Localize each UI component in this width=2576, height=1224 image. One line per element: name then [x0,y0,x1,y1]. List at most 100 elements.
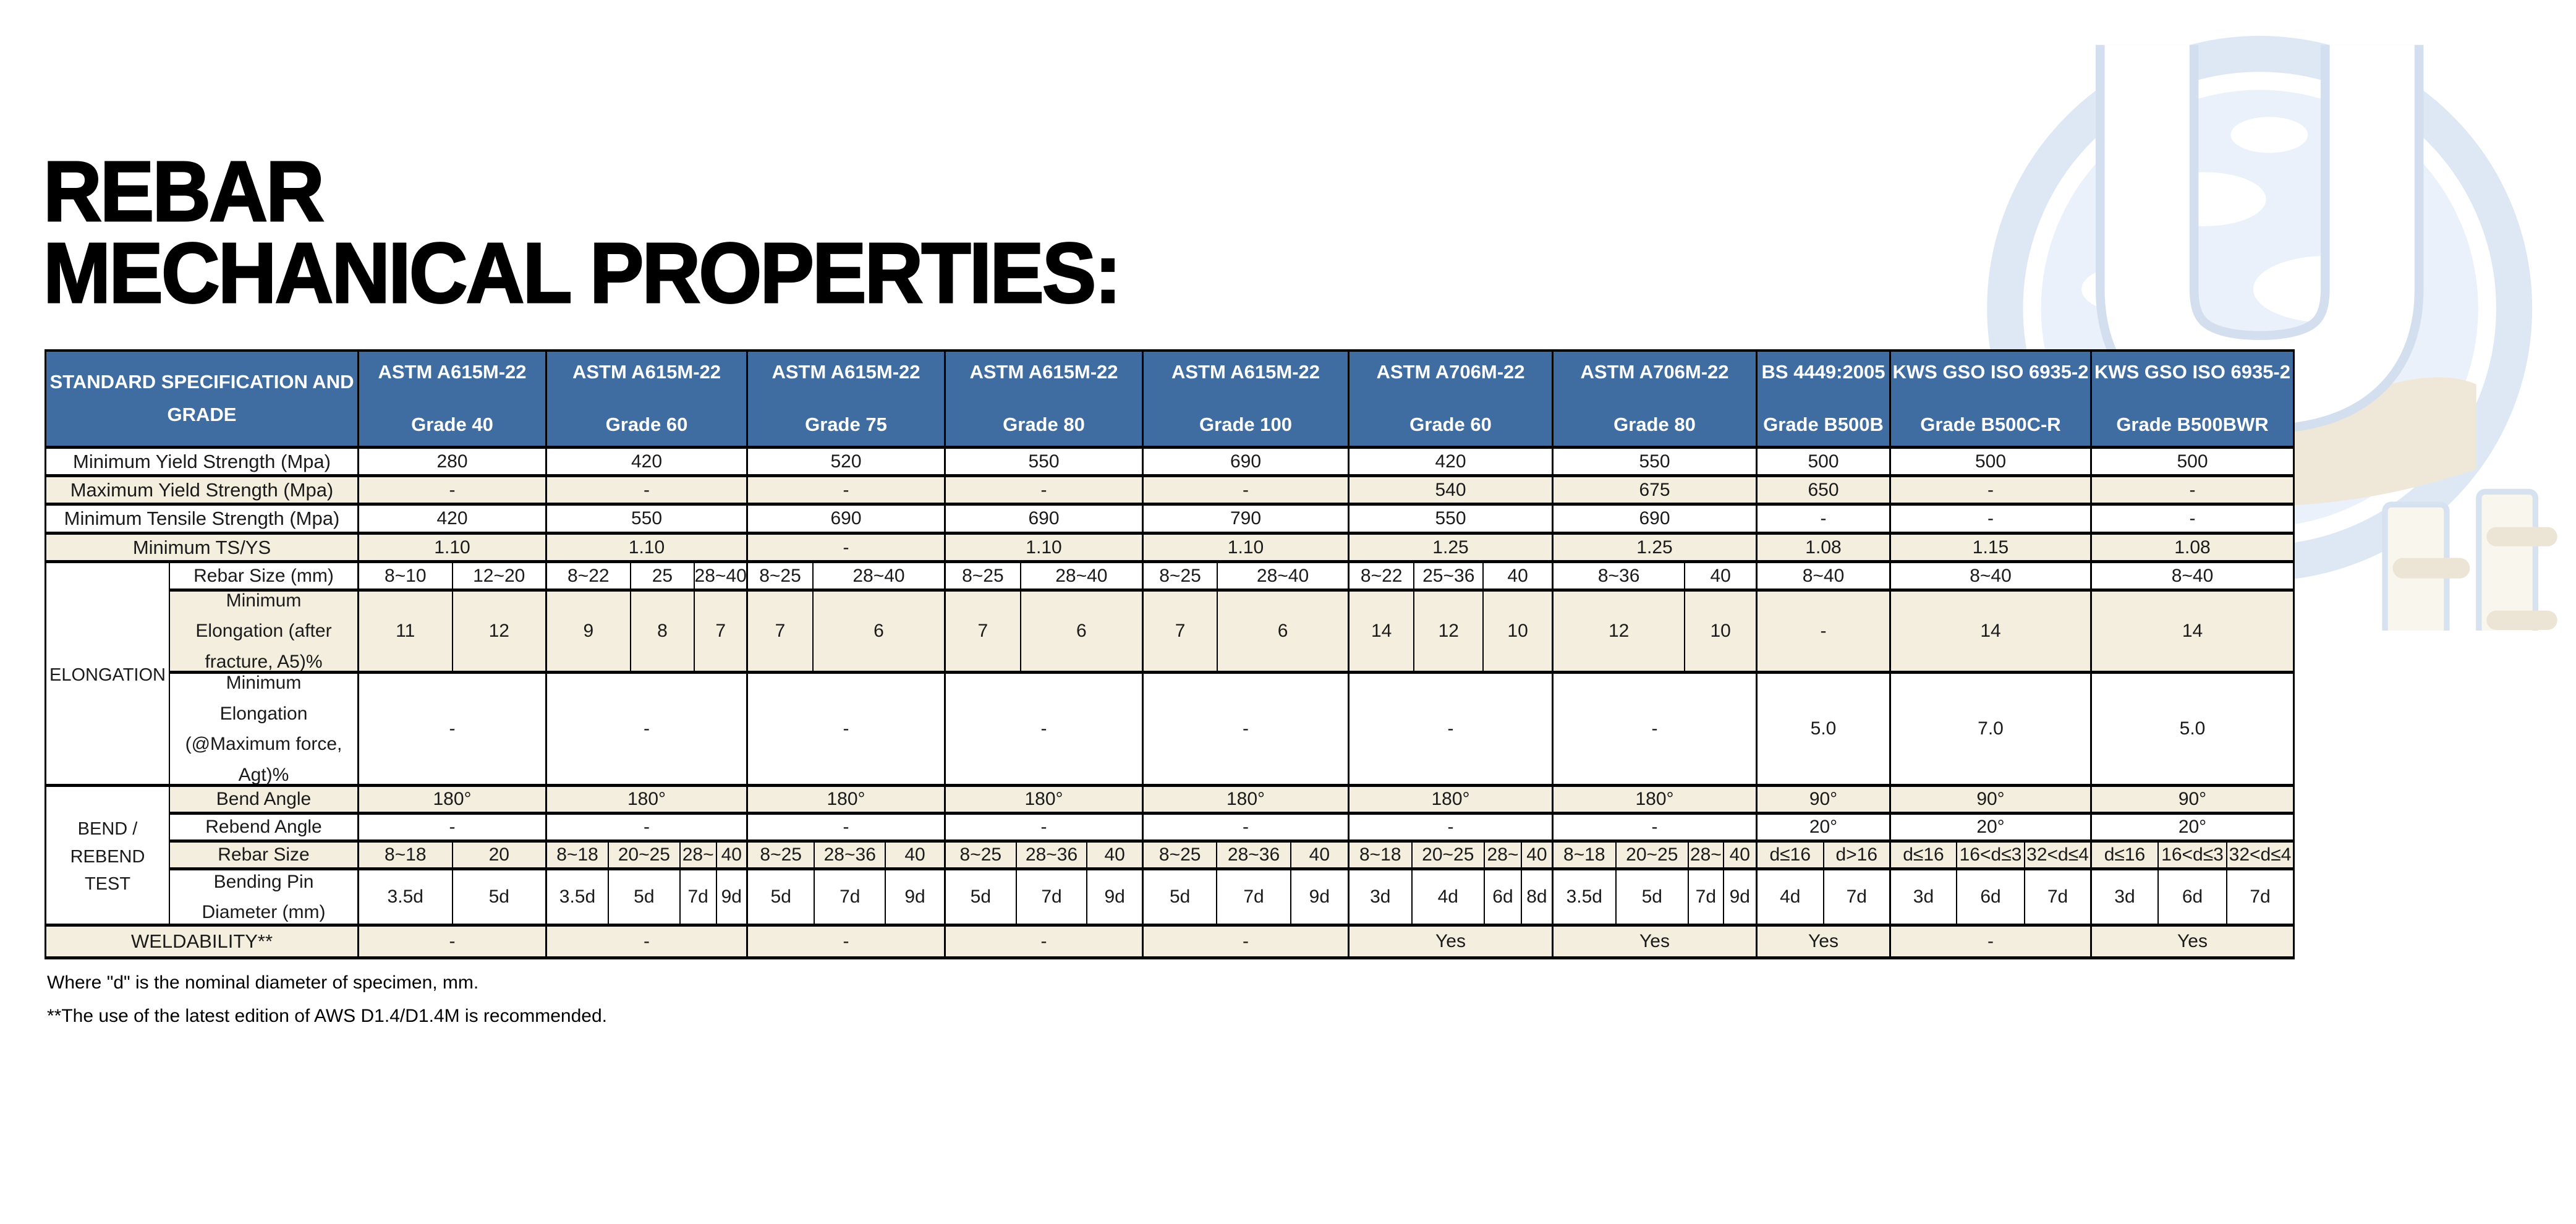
cell-bend_rebar_size-spec6-1: 20~25 [1616,843,1690,870]
cell-pin-spec8-1: 6d [1957,870,2026,927]
spec-name: ASTM A706M-22 [1376,361,1525,383]
cell-pin-spec3-0: 5d [946,870,1017,927]
cell-a5-spec5-2: 10 [1484,592,1552,674]
cell-ts_ys-spec4-0: 1.10 [1144,535,1348,563]
cell-pin-spec2-2: 9d [886,870,945,927]
group-cell-bend [46,843,170,870]
cell-pin-spec2-1: 7d [815,870,886,927]
cell-pin-spec3-2: 9d [1087,870,1142,927]
cell-weld-spec1-0: - [547,927,746,956]
cell-bend_rebar_size-spec9-0: d≤16 [2092,843,2159,870]
cell-bend_angle-spec9-0: 90° [2092,787,2293,815]
cell-min_tensile-spec4-0: 790 [1144,506,1348,535]
cell-weld-spec6-0: Yes [1554,927,1756,956]
row-label-rebar_size_mm: Rebar Size (mm) [170,563,359,592]
cell-weld-spec5-0: Yes [1350,927,1552,956]
cell-ts_ys-spec7-0: 1.08 [1758,535,1889,563]
cell-pin-spec4-2: 9d [1291,870,1348,927]
cell-ts_ys-spec0-0: 1.10 [359,535,545,563]
cell-bend_angle-spec0-0: 180° [359,787,545,815]
cell-rebend_angle-spec0-0: - [359,815,545,843]
cell-min_yield-spec0-0: 280 [359,449,545,477]
column-header-spec-6: ASTM A706M-22 Grade 80 [1554,352,1756,449]
cell-rebend_angle-spec1-0: - [547,815,746,843]
cell-weld-spec7-0: Yes [1758,927,1889,956]
row-label-a5: Minimum Elongation (after fracture, A5)% [170,592,359,674]
cell-pin-spec6-0: 3.5d [1554,870,1617,927]
group-cell-bend: BEND / REBEND TEST [46,787,170,894]
spec-grade: Grade 60 [605,414,688,435]
cell-bend_rebar_size-spec6-3: 40 [1724,843,1756,870]
row-label-bend_angle: Bend Angle [170,787,359,815]
cell-rebar_size_mm-spec0-1: 12~20 [453,563,545,592]
cell-agt-spec4-0: - [1144,674,1348,787]
cell-rebar_size_mm-spec6-1: 40 [1685,563,1756,592]
cell-a5-spec1-2: 7 [695,592,747,674]
cell-agt-spec8-0: 7.0 [1891,674,2090,787]
cell-a5-spec9-0: 14 [2092,592,2293,674]
cell-weld-spec3-0: - [946,927,1142,956]
cell-bend_angle-spec8-0: 90° [1891,787,2090,815]
cell-bend_rebar_size-spec1-0: 8~18 [547,843,609,870]
cell-weld-spec0-0: - [359,927,545,956]
cell-bend_rebar_size-spec9-2: 32<d≤4 [2227,843,2293,870]
cell-pin-spec1-2: 7d [680,870,717,927]
cell-bend_rebar_size-spec1-1: 20~25 [608,843,681,870]
cell-max_yield-spec9-0: - [2092,477,2293,506]
spec-name: ASTM A706M-22 [1580,361,1729,383]
cell-pin-spec0-1: 5d [453,870,545,927]
cell-rebar_size_mm-spec5-1: 25~36 [1414,563,1484,592]
cell-weld-spec8-0: - [1891,927,2090,956]
cell-bend_rebar_size-spec1-3: 40 [716,843,746,870]
page-title-line1: REBAR [43,144,326,239]
column-header-spec-3: ASTM A615M-22 Grade 80 [946,352,1142,449]
group-cell-bend [46,870,170,927]
cell-rebend_angle-spec8-0: 20° [1891,815,2090,843]
cell-a5-spec2-1: 6 [813,592,944,674]
cell-bend_angle-spec4-0: 180° [1144,787,1348,815]
cell-pin-spec5-3: 8d [1521,870,1552,927]
cell-rebar_size_mm-spec1-1: 25 [631,563,695,592]
cell-bend_rebar_size-spec9-1: 16<d≤3 [2158,843,2228,870]
cell-bend_angle-spec3-0: 180° [946,787,1142,815]
cell-a5-spec3-1: 6 [1021,592,1142,674]
cell-a5-spec7-0: - [1758,592,1889,674]
cell-agt-spec7-0: 5.0 [1758,674,1889,787]
cell-bend_rebar_size-spec8-2: 32<d≤4 [2025,843,2090,870]
cell-ts_ys-spec8-0: 1.15 [1891,535,2090,563]
row-label-pin: Bending Pin Diameter (mm) [170,870,359,927]
column-header-spec-0: ASTM A615M-22 Grade 40 [359,352,545,449]
cell-a5-spec6-0: 12 [1554,592,1686,674]
row-label-max_yield: Maximum Yield Strength (Mpa) [46,477,359,506]
cell-pin-spec1-3: 9d [716,870,746,927]
table-row-a5: Minimum Elongation (after fracture, A5)%… [46,592,2293,674]
spec-grade: Grade 100 [1199,414,1292,435]
cell-pin-spec5-2: 6d [1485,870,1522,927]
cell-rebar_size_mm-spec6-0: 8~36 [1554,563,1686,592]
column-header-spec-5: ASTM A706M-22 Grade 60 [1350,352,1552,449]
cell-pin-spec0-0: 3.5d [359,870,453,927]
cell-agt-spec0-0: - [359,674,545,787]
table-row-max_yield: Maximum Yield Strength (Mpa) - - - - -540 675 6… [46,477,2293,506]
spec-name: ASTM A615M-22 [1171,361,1320,383]
cell-bend_rebar_size-spec3-0: 8~25 [946,843,1017,870]
cell-pin-spec1-0: 3.5d [547,870,609,927]
cell-rebar_size_mm-spec8-0: 8~40 [1891,563,2090,592]
cell-rebar_size_mm-spec3-1: 28~40 [1021,563,1142,592]
cell-min_yield-spec2-0: 520 [748,449,944,477]
cell-rebend_angle-spec6-0: - [1554,815,1756,843]
cell-rebar_size_mm-spec2-1: 28~40 [813,563,944,592]
cell-bend_rebar_size-spec4-0: 8~25 [1144,843,1218,870]
group-cell-elongation [46,592,170,674]
cell-bend_rebar_size-spec5-3: 40 [1521,843,1552,870]
cell-agt-spec2-0: - [748,674,944,787]
row-label-weld: WELDABILITY** [46,927,359,956]
cell-rebend_angle-spec2-0: - [748,815,944,843]
cell-rebar_size_mm-spec5-0: 8~22 [1350,563,1415,592]
cell-pin-spec1-1: 5d [608,870,681,927]
cell-rebar_size_mm-spec0-0: 8~10 [359,563,453,592]
cell-bend_angle-spec2-0: 180° [748,787,944,815]
cell-max_yield-spec2-0: - [748,477,944,506]
cell-max_yield-spec1-0: - [547,477,746,506]
cell-min_yield-spec3-0: 550 [946,449,1142,477]
